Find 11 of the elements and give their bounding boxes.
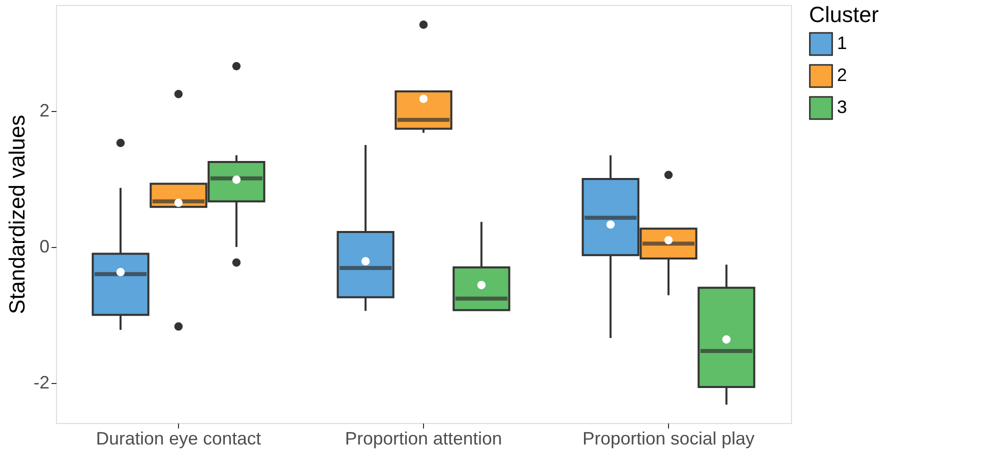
legend-label: 2 — [837, 65, 848, 85]
legend-label: 1 — [837, 33, 848, 53]
x-tick-label: Proportion attention — [344, 428, 502, 448]
y-tick-label: -2 — [33, 372, 50, 392]
y-tick-label: 0 — [39, 236, 50, 256]
x-tick-label: Proportion social play — [582, 428, 755, 448]
y-axis-title: Standardized values — [4, 114, 30, 314]
x-tick-label: Duration eye contact — [96, 428, 262, 448]
y-tick-label: 2 — [39, 100, 50, 121]
legend-title: Cluster — [809, 2, 879, 27]
legend-label: 3 — [837, 97, 848, 117]
